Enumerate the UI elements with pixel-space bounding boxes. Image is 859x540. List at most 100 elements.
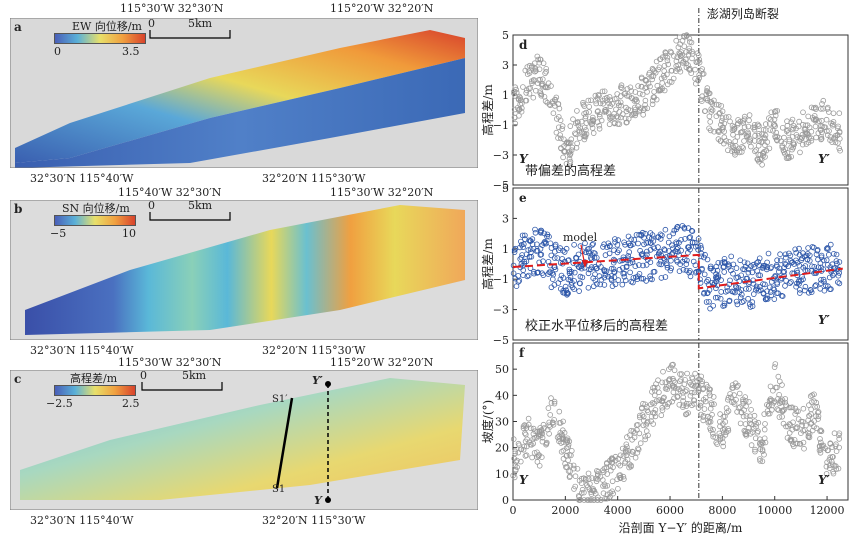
data-point-e-4-23 xyxy=(568,268,575,275)
colorbar-b xyxy=(54,215,136,226)
data-point-d-2-19 xyxy=(537,88,544,94)
data-point-e-17-7 xyxy=(745,269,752,276)
data-point-f-7-4 xyxy=(607,494,613,500)
data-point-d-4-20 xyxy=(566,149,572,156)
data-point-d-1-24 xyxy=(523,97,530,104)
data-point-d-21-1 xyxy=(785,130,792,136)
data-point-f-9-4 xyxy=(632,454,639,461)
data-point-e-13-24 xyxy=(687,267,693,274)
data-point-d-3-10 xyxy=(556,124,562,131)
data-point-d-15-2 xyxy=(706,113,713,120)
data-point-d-8-21 xyxy=(622,90,629,96)
data-point-d-0-23 xyxy=(516,106,522,113)
data-point-f-7-27 xyxy=(604,495,610,502)
data-point-e-11-27 xyxy=(657,236,664,242)
coord-bottom-a-left: 32°30′N 115°40′W xyxy=(30,172,134,185)
end-label-f: Y′ xyxy=(818,473,831,487)
data-point-d-7-14 xyxy=(614,91,621,97)
panel-label-e: e xyxy=(519,191,527,205)
data-point-e-1-19 xyxy=(532,230,539,236)
data-point-f-0-7 xyxy=(512,450,518,457)
data-point-d-24-16 xyxy=(836,145,843,152)
data-point-d-5-8 xyxy=(581,103,588,109)
data-point-e-24-24 xyxy=(836,259,843,265)
data-point-e-1-7 xyxy=(534,241,540,248)
data-point-f-21-18 xyxy=(787,422,794,428)
data-point-d-8-10 xyxy=(617,99,624,106)
data-point-e-8-15 xyxy=(616,266,623,273)
data-point-f-13-4 xyxy=(691,389,698,396)
ytick-label-e-5: −5 xyxy=(493,334,509,347)
data-point-f-12-19 xyxy=(678,371,685,377)
data-point-f-13-23 xyxy=(689,375,696,382)
data-point-f-11-24 xyxy=(666,366,672,373)
data-point-f-10-16 xyxy=(649,388,655,395)
data-point-e-18-17 xyxy=(756,255,763,262)
xlabel: 沿剖面 Y−Y′ 的距离/m xyxy=(619,520,743,535)
data-point-e-22-16 xyxy=(802,283,809,290)
data-point-e-8-27 xyxy=(617,258,623,264)
data-point-f-16-23 xyxy=(720,413,727,420)
data-point-f-18-26 xyxy=(755,428,761,435)
data-point-f-8-7 xyxy=(624,434,630,440)
data-point-f-17-5 xyxy=(742,397,749,404)
data-point-f-18-9 xyxy=(746,398,752,405)
data-point-d-3-27 xyxy=(550,110,557,116)
data-point-d-21-27 xyxy=(786,136,793,143)
chart-title-e: 校正水平位移后的高程差 xyxy=(525,318,668,334)
data-point-f-0-25 xyxy=(512,448,518,455)
data-point-d-4-17 xyxy=(563,160,570,167)
data-point-d-23-17 xyxy=(815,130,822,136)
data-point-d-8-9 xyxy=(615,121,621,127)
data-point-f-10-23 xyxy=(649,400,656,406)
data-point-d-10-21 xyxy=(649,97,656,104)
label-y: Y xyxy=(314,494,322,507)
data-point-e-3-26 xyxy=(550,276,556,283)
data-point-e-10-2 xyxy=(644,248,650,255)
data-point-d-3-4 xyxy=(556,105,563,112)
data-point-d-4-19 xyxy=(570,116,576,122)
data-point-e-1-25 xyxy=(526,254,533,260)
ytick-label-e-4: −3 xyxy=(493,304,509,317)
data-point-e-19-1 xyxy=(768,292,775,299)
data-point-f-11-27 xyxy=(660,395,667,402)
data-point-e-4-18 xyxy=(565,276,572,283)
data-point-f-16-18 xyxy=(720,443,727,450)
data-point-d-16-24 xyxy=(721,128,728,135)
data-point-f-22-11 xyxy=(798,418,805,425)
data-point-e-16-25 xyxy=(730,270,736,277)
scale-text-a: 5km xyxy=(188,17,213,30)
data-point-e-19-23 xyxy=(762,281,768,288)
colorbar-min-c: −2.5 xyxy=(46,397,73,410)
data-point-d-1-27 xyxy=(526,68,532,74)
data-point-f-0-3 xyxy=(510,472,516,479)
data-point-d-7-6 xyxy=(607,113,613,120)
data-point-f-5-12 xyxy=(576,477,583,484)
data-point-e-9-27 xyxy=(635,240,641,247)
data-point-e-13-19 xyxy=(682,236,688,242)
data-point-f-4-15 xyxy=(563,445,570,451)
data-point-f-22-3 xyxy=(800,439,807,446)
data-point-f-6-27 xyxy=(591,488,598,494)
data-point-e-5-19 xyxy=(579,274,586,281)
data-point-d-17-17 xyxy=(739,128,746,135)
data-point-e-20-15 xyxy=(774,281,781,287)
data-point-e-1-20 xyxy=(530,246,537,252)
data-point-e-17-14 xyxy=(737,294,744,301)
data-point-d-4-10 xyxy=(569,144,576,151)
data-point-e-21-11 xyxy=(787,280,793,286)
data-point-e-23-6 xyxy=(820,276,827,283)
data-point-d-3-22 xyxy=(553,94,560,101)
data-point-e-0-7 xyxy=(517,256,523,262)
data-point-e-24-3 xyxy=(827,241,834,248)
data-point-d-12-23 xyxy=(668,67,675,74)
data-point-f-6-4 xyxy=(600,490,607,497)
data-point-e-11-22 xyxy=(661,256,668,263)
data-point-d-7-20 xyxy=(604,94,610,101)
data-point-d-9-0 xyxy=(640,112,647,118)
data-point-d-23-11 xyxy=(822,124,829,131)
end-label-d: Y′ xyxy=(818,152,831,166)
ytick-label-d-2: 1 xyxy=(502,89,509,102)
data-point-e-21-26 xyxy=(793,257,799,264)
data-point-e-7-1 xyxy=(612,281,619,288)
